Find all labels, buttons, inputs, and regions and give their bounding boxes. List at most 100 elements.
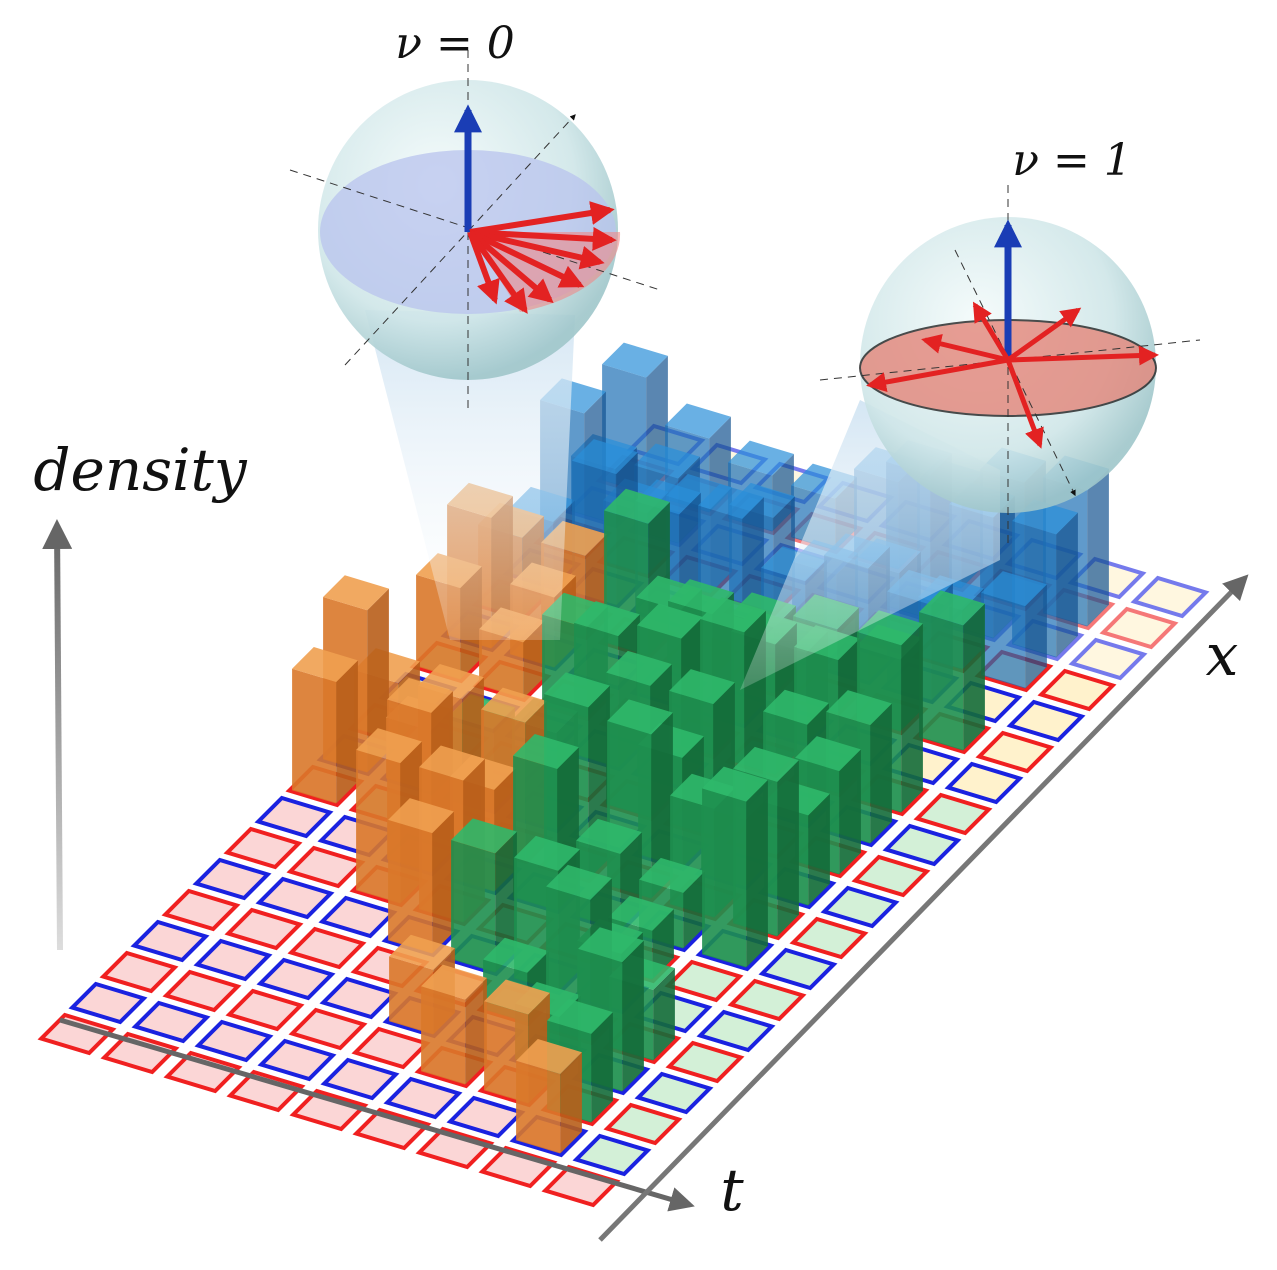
bar-face [746, 779, 768, 968]
lattice-cell [224, 907, 304, 951]
lattice-cell [192, 857, 272, 901]
bar-top [514, 835, 580, 871]
lattice-cell [225, 988, 305, 1032]
bar-top [292, 647, 358, 683]
bar-top [607, 699, 673, 735]
lattice-cell [603, 1102, 683, 1146]
bar-top [604, 488, 670, 524]
bar-top [728, 440, 794, 476]
lattice-cell [944, 761, 1024, 805]
bar-face [963, 603, 985, 751]
lattice-cell [68, 981, 148, 1025]
bar-top [513, 733, 579, 769]
bar-top [826, 690, 892, 726]
lattice-cell [286, 845, 366, 889]
lattice-cell [288, 1007, 368, 1051]
lattice-cell [383, 1076, 463, 1120]
bar-top [388, 798, 454, 834]
bar-top [576, 818, 642, 854]
sphere-label: ν = 1 [1012, 135, 1132, 186]
bar-face [622, 940, 644, 1092]
lattice-cell [289, 1088, 369, 1132]
bar-top [665, 403, 731, 439]
bar-top [516, 1038, 582, 1074]
bar-top [795, 736, 861, 772]
bar-top [698, 483, 764, 519]
bar-face [1056, 512, 1078, 658]
bar-top [981, 571, 1047, 607]
lattice-cell [634, 1071, 714, 1115]
bar-face [388, 819, 433, 954]
lattice-cell [100, 1031, 180, 1075]
bar-top [387, 677, 453, 713]
lattice-cell [415, 1126, 495, 1170]
lattice-cell [351, 1026, 431, 1070]
bar-top [602, 342, 668, 378]
lattice-cell [130, 919, 210, 963]
bar-top [421, 964, 487, 1000]
lattice-cell [665, 1040, 745, 1084]
bar-top [637, 603, 703, 639]
lattice-cell [758, 947, 838, 991]
lattice-cell [318, 895, 398, 939]
bar-top [608, 895, 674, 931]
bar-face [651, 712, 673, 899]
bar-face [839, 749, 861, 875]
bar-top [574, 601, 640, 637]
lattice-cell [851, 854, 931, 898]
bar-top [578, 927, 644, 963]
lattice-cell [226, 1069, 306, 1113]
lattice-cell [255, 876, 335, 920]
lattice-cell [99, 950, 179, 994]
lattice-cell [131, 1000, 211, 1044]
lattice-cell [664, 959, 744, 1003]
bar-face [808, 793, 830, 906]
bar-top [484, 979, 550, 1015]
density-axis [42, 519, 73, 951]
bar-face [516, 1060, 561, 1154]
lattice-cell [161, 888, 241, 932]
lattice-cell [257, 1038, 337, 1082]
bar-face [465, 977, 487, 1085]
lattice-cell [254, 795, 334, 839]
bar-top [763, 689, 829, 725]
bar-face [1087, 468, 1109, 627]
bar-face [479, 629, 524, 699]
bar-top [639, 857, 705, 893]
x-axis [598, 574, 1249, 1242]
bar-top [419, 745, 485, 781]
lattice-cell [1099, 606, 1179, 650]
lattice-cell [1037, 668, 1117, 712]
bloch-sphere [289, 50, 661, 410]
bar-face [870, 703, 892, 844]
bar-top [702, 766, 768, 802]
bar-face [1025, 584, 1047, 689]
lattice-cell [37, 1012, 117, 1056]
bar-face [495, 831, 517, 973]
bar-top [919, 590, 985, 626]
lattice-cell [194, 1019, 274, 1063]
bar-top [733, 746, 799, 782]
lattice-cell [162, 969, 242, 1013]
lattice-cell [1068, 637, 1148, 681]
sphere-label: ν = 0 [395, 18, 515, 69]
lattice-cell [975, 730, 1055, 774]
bar-face [292, 668, 337, 804]
bar-face [981, 592, 1026, 689]
bar-top [634, 443, 700, 479]
bar-face [523, 620, 545, 699]
lattice-cell [789, 916, 869, 960]
bar-face [919, 612, 964, 751]
bar-top [700, 597, 766, 633]
bar-face [777, 760, 799, 937]
axis-label: density [33, 436, 247, 504]
t-axis [59, 1017, 695, 1212]
lattice-cell [163, 1050, 243, 1094]
bar-face [336, 660, 358, 804]
axis-label: t [720, 1156, 744, 1224]
lattice-cell [446, 1095, 526, 1139]
lattice-cell [287, 926, 367, 970]
lattice-cell [319, 976, 399, 1020]
bar-top [451, 818, 517, 854]
